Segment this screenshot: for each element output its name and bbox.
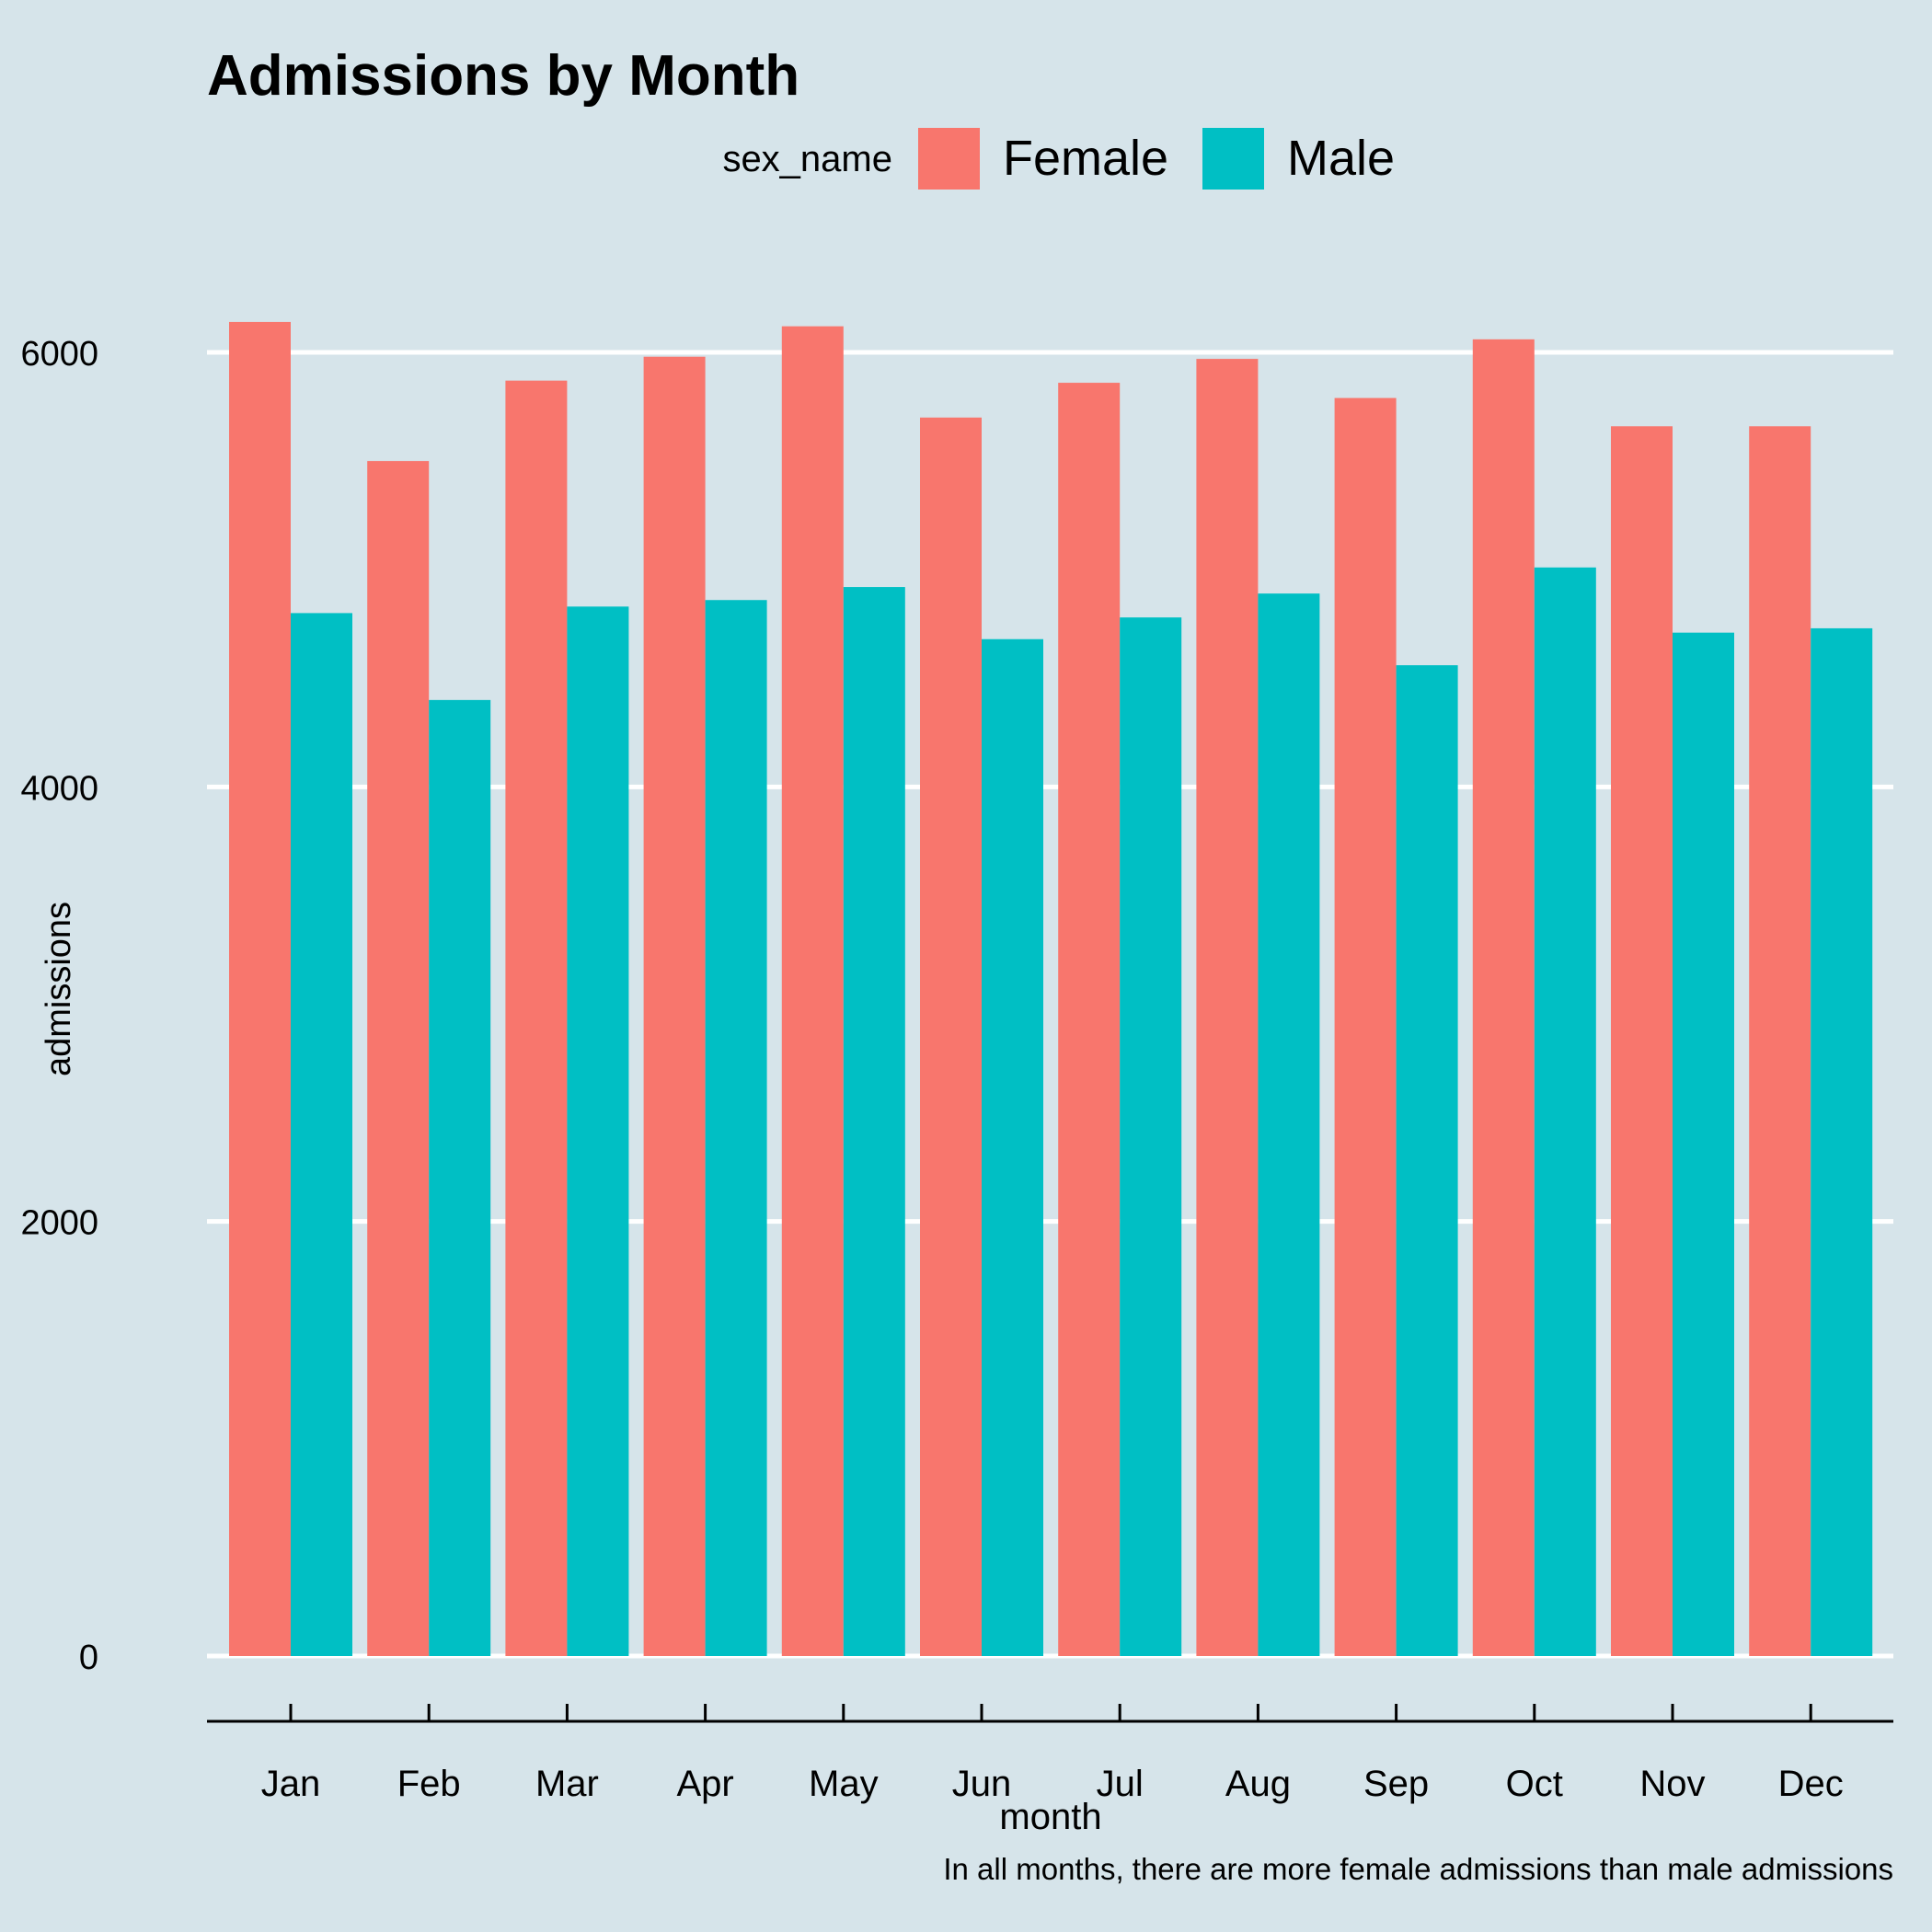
bar-female-nov (1611, 426, 1673, 1657)
bar-female-jul (1058, 383, 1121, 1656)
bar-male-mar (567, 606, 629, 1657)
bar-female-sep (1334, 397, 1397, 1657)
x-tick-label: Nov (1639, 1764, 1705, 1804)
bar-male-jun (982, 638, 1043, 1656)
x-tick-label: May (809, 1764, 879, 1804)
x-axis-label: month (999, 1797, 1101, 1837)
legend-label-female: Female (1003, 131, 1168, 186)
legend-title: sex_name (722, 139, 892, 179)
x-tick-label: Apr (676, 1764, 733, 1804)
bar-female-jun (920, 417, 982, 1657)
bar-male-dec (1811, 627, 1873, 1656)
legend-swatch-male (1202, 128, 1264, 190)
x-tick-label: Jan (261, 1764, 321, 1804)
y-axis-label: admissions (40, 902, 78, 1076)
bar-female-mar (505, 380, 568, 1656)
bar-male-sep (1396, 665, 1458, 1656)
bar-female-feb (367, 461, 430, 1656)
bar-male-aug (1258, 593, 1320, 1656)
x-tick-label: Jul (1097, 1764, 1144, 1804)
bar-male-apr (705, 600, 767, 1656)
chart-caption: In all months, there are more female adm… (943, 1852, 1893, 1886)
bar-female-may (781, 326, 844, 1656)
bar-female-aug (1196, 359, 1259, 1657)
bar-female-dec (1749, 426, 1811, 1657)
bar-male-oct (1534, 567, 1596, 1657)
y-tick-label: 0 (79, 1639, 98, 1677)
chart-title: Admissions by Month (207, 44, 799, 108)
bar-female-jan (229, 321, 291, 1657)
y-tick-label: 4000 (20, 769, 98, 808)
legend-label-male: Male (1287, 131, 1395, 186)
legend-swatch-female (918, 128, 980, 190)
x-tick-label: Aug (1225, 1764, 1291, 1804)
x-axis: Jan Feb Mar Apr May Jun Jul Aug Sep Oct Nov Dec (207, 1704, 1893, 1804)
y-tick-label: 2000 (20, 1204, 98, 1243)
bar-male-jul (1120, 617, 1182, 1657)
x-tick-label: Oct (1506, 1764, 1563, 1804)
bar-female-oct (1472, 339, 1535, 1657)
x-tick-label: Feb (397, 1764, 461, 1804)
bar-female-apr (643, 356, 706, 1656)
bar-male-nov (1673, 632, 1734, 1656)
y-tick-label: 6000 (20, 335, 98, 374)
bars (229, 321, 1873, 1657)
bar-male-may (843, 587, 905, 1656)
legend: sex_name Female Male (722, 128, 1395, 190)
bar-male-feb (429, 699, 491, 1656)
bar-male-jan (291, 613, 352, 1656)
x-tick-label: Sep (1363, 1764, 1429, 1804)
y-axis-ticks: 0 2000 4000 6000 (20, 335, 98, 1677)
x-tick-label: Dec (1778, 1764, 1844, 1804)
x-tick-label: Mar (535, 1764, 599, 1804)
x-tick-label: Jun (952, 1764, 1012, 1804)
